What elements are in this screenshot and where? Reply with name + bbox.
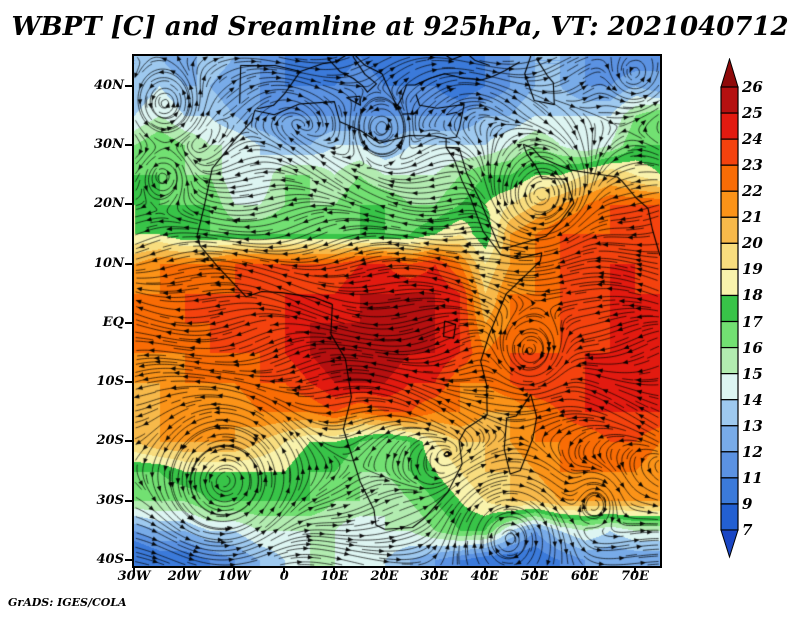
lat-tick-mark: [125, 440, 132, 443]
colorbar-segment: [720, 346, 739, 375]
colorbar-label: 24: [742, 130, 763, 149]
colorbar-label: 9: [742, 494, 753, 513]
lat-tick-mark: [125, 143, 132, 146]
lon-tick-label: 40E: [470, 569, 499, 584]
colorbar-label: 18: [742, 286, 763, 305]
lat-tick-label: 40N: [94, 77, 124, 93]
lat-tick-mark: [125, 84, 132, 87]
grads-attribution: GrADS: IGES/COLA: [8, 596, 127, 609]
colorbar-label: 15: [742, 364, 763, 383]
colorbar-label: 16: [742, 338, 763, 357]
colorbar-label: 23: [742, 156, 763, 175]
lon-tick-mark: [183, 566, 186, 573]
colorbar-label: 26: [742, 78, 763, 96]
lon-tick-mark: [333, 566, 336, 573]
colorbar-label: 20: [742, 234, 763, 253]
colorbar-segment: [720, 477, 739, 505]
lat-tick-label: 10N: [94, 255, 124, 271]
colorbar-label: 22: [742, 182, 763, 201]
lat-tick-label: 30S: [96, 492, 124, 508]
colorbar-segment: [720, 503, 739, 531]
lat-tick-mark: [125, 381, 132, 384]
colorbar-segment: [720, 320, 739, 349]
colorbar-segment: [720, 242, 739, 271]
colorbar-label: 11: [742, 468, 763, 487]
colorbar-graphic: [720, 58, 739, 559]
colorbar-segment: [720, 451, 739, 479]
colorbar-segment: [720, 164, 739, 192]
wbpt-streamline-map-canvas: [134, 56, 660, 566]
colorbar-label: 12: [742, 442, 763, 461]
colorbar-segment: [720, 399, 739, 427]
colorbar-label: 7: [742, 521, 753, 539]
lat-tick-label: 40S: [96, 552, 124, 568]
colorbar-segment: [720, 425, 739, 453]
colorbar-segment: [720, 268, 739, 297]
colorbar-label: 21: [742, 208, 763, 227]
colorbar-label: 19: [742, 260, 763, 279]
lon-tick-label: 10W: [217, 569, 251, 584]
lat-tick-mark: [125, 262, 132, 265]
lon-tick-label: 30W: [117, 569, 151, 584]
plot-title: WBPT [C] and Sreamline at 925hPa, VT: 20…: [11, 12, 789, 42]
lon-tick-mark: [483, 566, 486, 573]
lat-tick-mark: [125, 559, 132, 562]
colorbar-segment: [720, 138, 739, 166]
lat-tick-label: 30N: [94, 136, 124, 152]
map-plot-frame: [132, 54, 662, 568]
lon-tick-mark: [433, 566, 436, 573]
lon-tick-mark: [633, 566, 636, 573]
lon-tick-label: 0: [279, 569, 289, 584]
lon-tick-label: 70E: [620, 569, 649, 584]
colorbar-segment: [720, 86, 739, 114]
lon-tick-label: 60E: [570, 569, 599, 584]
lat-tick-mark: [125, 499, 132, 502]
lon-tick-mark: [383, 566, 386, 573]
lon-tick-mark: [533, 566, 536, 573]
lon-tick-mark: [583, 566, 586, 573]
colorbar-arrow-down: [720, 529, 739, 559]
colorbar-label: 17: [742, 312, 763, 331]
colorbar-segment: [720, 294, 739, 323]
colorbar-label: 14: [742, 390, 763, 409]
lon-tick-label: 20W: [167, 569, 201, 584]
colorbar-label: 25: [742, 104, 763, 123]
lat-tick-label: 20S: [96, 433, 124, 449]
lat-tick-label: 10S: [96, 374, 124, 390]
colorbar-segment: [720, 373, 739, 401]
lon-tick-label: 30E: [420, 569, 449, 584]
lon-tick-mark: [133, 566, 135, 573]
lon-tick-mark: [283, 566, 286, 573]
lon-tick-label: 50E: [520, 569, 549, 584]
lat-tick-label: EQ: [102, 314, 124, 330]
colorbar-label: 13: [742, 416, 763, 435]
lon-tick-label: 10E: [320, 569, 349, 584]
lon-tick-mark: [233, 566, 236, 573]
colorbar-segment: [720, 190, 739, 218]
lat-tick-label: 20N: [94, 196, 124, 212]
lon-tick-label: 20E: [370, 569, 399, 584]
lat-tick-mark: [125, 203, 132, 206]
colorbar-segment: [720, 112, 739, 140]
colorbar-segment: [720, 216, 739, 244]
lat-tick-mark: [125, 321, 132, 324]
colorbar-arrow-up: [720, 58, 739, 88]
